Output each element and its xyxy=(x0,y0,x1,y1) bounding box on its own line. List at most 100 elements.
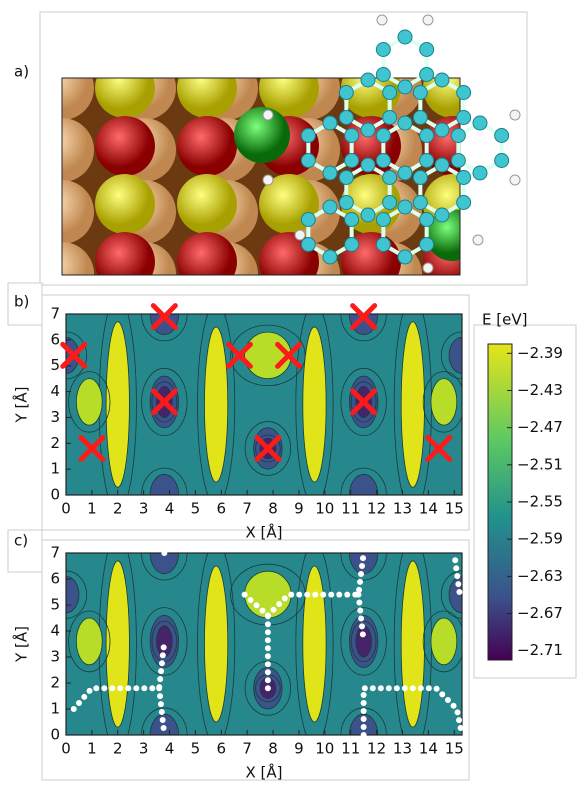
atom xyxy=(95,174,155,234)
contour-region xyxy=(245,571,292,618)
atom xyxy=(177,58,237,118)
carbon xyxy=(339,86,353,100)
panel-label: b) xyxy=(14,293,29,311)
carbon xyxy=(361,73,375,87)
carbon xyxy=(398,116,412,130)
carbon xyxy=(376,129,390,143)
carbon xyxy=(420,68,434,82)
carbon xyxy=(398,200,412,214)
colorbar-tick-label: −2.43 xyxy=(517,381,563,399)
carbon xyxy=(323,166,337,180)
carbon xyxy=(420,213,434,227)
atom xyxy=(177,174,237,234)
y-tick-label: 0 xyxy=(50,486,60,504)
contour-region xyxy=(157,626,173,657)
carbon xyxy=(451,129,465,143)
x-tick-label: 15 xyxy=(445,740,464,758)
carbon xyxy=(383,171,397,185)
y-tick-label: 7 xyxy=(50,544,60,562)
carbon xyxy=(473,166,487,180)
panel-label: a) xyxy=(14,63,29,81)
y-tick-label: 0 xyxy=(50,726,60,744)
y-tick-label: 5 xyxy=(50,356,60,374)
atom xyxy=(177,232,237,292)
y-tick-label: 2 xyxy=(50,674,60,692)
carbon xyxy=(345,213,359,227)
x-axis-label: X [Å] xyxy=(245,523,282,542)
x-tick-label: 13 xyxy=(393,500,412,518)
x-tick-label: 5 xyxy=(191,500,201,518)
x-tick-label: 2 xyxy=(113,740,123,758)
contour-region xyxy=(76,618,102,665)
carbon xyxy=(361,208,375,222)
x-tick-label: 2 xyxy=(113,500,123,518)
hydrogen xyxy=(263,110,273,120)
carbon xyxy=(339,196,353,210)
carbon xyxy=(301,154,315,168)
y-tick-label: 1 xyxy=(50,460,60,478)
carbon xyxy=(420,129,434,143)
x-tick-label: 1 xyxy=(87,740,97,758)
carbon xyxy=(457,111,471,125)
contour-region xyxy=(76,379,102,426)
contour-region xyxy=(356,626,372,657)
colorbar-tick-label: −2.59 xyxy=(517,530,563,548)
contour-region xyxy=(401,561,424,727)
carbon xyxy=(383,111,397,125)
x-tick-label: 9 xyxy=(294,740,304,758)
carbon xyxy=(435,73,449,87)
x-tick-label: 9 xyxy=(294,500,304,518)
x-tick-label: 7 xyxy=(242,740,252,758)
y-axis-label: Y [Å] xyxy=(12,626,31,663)
y-tick-label: 4 xyxy=(50,382,60,400)
carbon xyxy=(413,196,427,210)
y-tick-label: 1 xyxy=(50,700,60,718)
carbon xyxy=(301,213,315,227)
x-tick-label: 4 xyxy=(165,740,175,758)
carbon xyxy=(495,129,509,143)
x-tick-label: 8 xyxy=(268,500,278,518)
hydrogen xyxy=(510,175,520,185)
panel-label: c) xyxy=(14,532,28,550)
carbon xyxy=(376,238,390,252)
y-tick-label: 5 xyxy=(50,596,60,614)
x-tick-label: 11 xyxy=(341,500,360,518)
carbon xyxy=(420,43,434,57)
y-tick-label: 4 xyxy=(50,622,60,640)
hydrogen xyxy=(423,263,433,273)
atom xyxy=(426,209,478,261)
carbon xyxy=(495,154,509,168)
carbon xyxy=(361,158,375,172)
carbon xyxy=(361,123,375,137)
carbon xyxy=(301,129,315,143)
carbon xyxy=(345,238,359,252)
carbon xyxy=(398,166,412,180)
x-tick-label: 6 xyxy=(217,740,227,758)
x-tick-label: 12 xyxy=(367,740,386,758)
carbon xyxy=(398,30,412,44)
carbon xyxy=(339,111,353,125)
colorbar-tick-label: −2.63 xyxy=(517,567,563,585)
carbon xyxy=(383,86,397,100)
atom xyxy=(95,58,155,118)
carbon xyxy=(413,171,427,185)
carbon xyxy=(376,213,390,227)
x-tick-label: 15 xyxy=(445,500,464,518)
x-tick-label: 14 xyxy=(419,740,438,758)
y-tick-label: 6 xyxy=(50,330,60,348)
contour-region xyxy=(204,327,227,482)
hydrogen xyxy=(263,175,273,185)
carbon xyxy=(398,250,412,264)
carbon xyxy=(435,158,449,172)
carbon xyxy=(413,111,427,125)
colorbar-tick-label: −2.51 xyxy=(517,455,563,473)
carbon xyxy=(473,116,487,130)
hydrogen xyxy=(377,15,387,25)
x-tick-label: 1 xyxy=(87,500,97,518)
colorbar-tick-label: −2.55 xyxy=(517,493,563,511)
x-tick-label: 10 xyxy=(315,500,334,518)
carbon xyxy=(323,200,337,214)
atom xyxy=(95,232,155,292)
carbon xyxy=(457,86,471,100)
carbon xyxy=(339,171,353,185)
